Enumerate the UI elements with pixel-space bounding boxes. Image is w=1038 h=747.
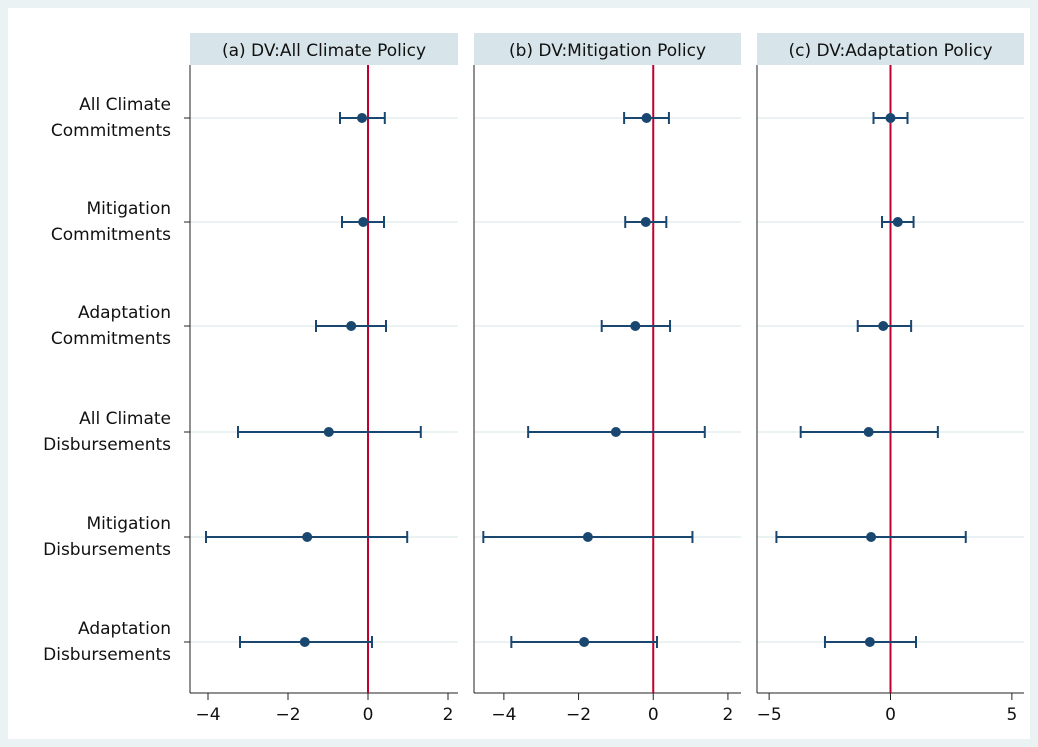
category-label-line2: Disbursements [43, 645, 171, 665]
category-label-line2: Commitments [51, 329, 171, 349]
panel-title-strip [474, 33, 741, 65]
panel-plot-area [190, 65, 458, 693]
point-estimate [641, 113, 652, 123]
x-tick-label: −4 [491, 705, 516, 725]
x-tick-label: 0 [885, 705, 896, 725]
x-tick-label: −5 [757, 705, 782, 725]
panel-title-strip [757, 33, 1024, 65]
point-estimate [640, 217, 651, 227]
category-label-line1: Mitigation [86, 199, 171, 219]
x-tick-label: 0 [363, 705, 374, 725]
point-estimate [346, 321, 357, 331]
point-estimate [579, 637, 590, 647]
point-estimate [885, 113, 896, 123]
point-estimate [582, 532, 593, 542]
x-tick-label: 0 [648, 705, 659, 725]
point-estimate [630, 321, 641, 331]
category-label-line1: All Climate [79, 409, 171, 429]
category-label-line1: Adaptation [78, 303, 171, 323]
point-estimate [866, 532, 877, 542]
panel-title: (c) DV:Adaptation Policy [788, 41, 992, 61]
x-tick-label: −2 [275, 705, 300, 725]
category-label-line2: Disbursements [43, 435, 171, 455]
point-estimate [323, 427, 334, 437]
point-estimate [358, 217, 369, 227]
category-label-line2: Commitments [51, 121, 171, 141]
point-estimate [878, 321, 889, 331]
x-tick-label: −4 [195, 705, 220, 725]
panel-plot-area [474, 65, 741, 693]
x-tick-label: −2 [566, 705, 591, 725]
point-estimate [357, 113, 367, 123]
category-label-line2: Commitments [51, 225, 171, 245]
point-estimate [863, 427, 874, 437]
category-label-line2: Disbursements [43, 540, 171, 560]
point-estimate [302, 532, 313, 542]
point-estimate [299, 637, 310, 647]
category-label-line1: Adaptation [78, 619, 171, 639]
point-estimate [610, 427, 621, 437]
x-tick-label: 5 [1006, 705, 1017, 725]
category-label-line1: Mitigation [86, 514, 171, 534]
point-estimate [864, 637, 875, 647]
category-label-line1: All Climate [79, 95, 171, 115]
panel-title: (a) DV:All Climate Policy [222, 41, 426, 61]
x-tick-label: 2 [443, 705, 454, 725]
point-estimate [892, 217, 903, 227]
x-tick-label: 2 [723, 705, 734, 725]
panel-title-strip [190, 33, 458, 65]
panel-title: (b) DV:Mitigation Policy [509, 41, 706, 61]
